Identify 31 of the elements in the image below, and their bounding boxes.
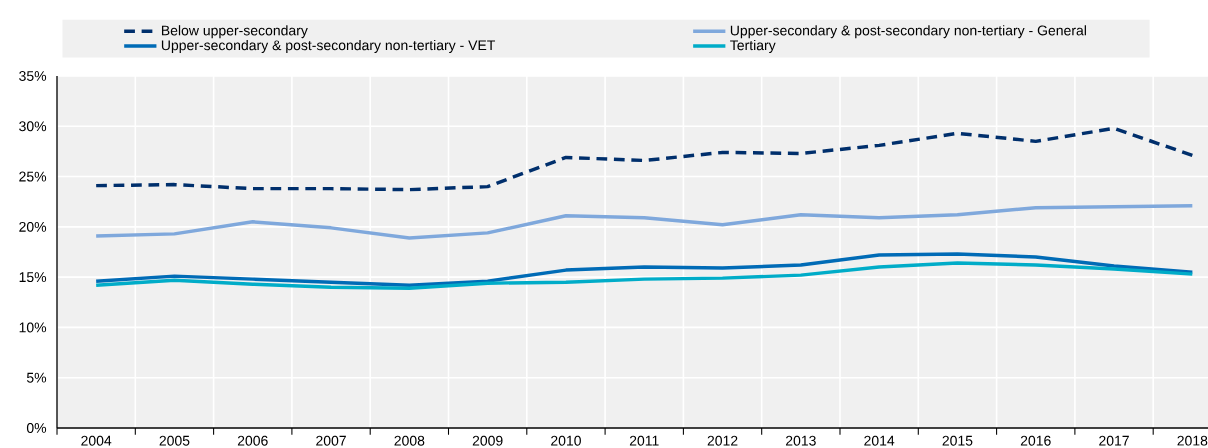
line-series [94, 252, 1195, 287]
x-tick-label: 2012 [707, 435, 738, 446]
legend-label: Upper-secondary & post-secondary non-tertiary - General [730, 25, 1086, 39]
y-tick-label: 30% [19, 121, 47, 132]
x-tick-label: 2010 [551, 435, 581, 446]
y-tick-label: 10% [19, 322, 47, 333]
line-series [94, 126, 1195, 192]
x-tick-label: 2005 [159, 435, 190, 446]
legend-label: Tertiary [730, 39, 776, 53]
x-tick-label: 2007 [316, 435, 346, 446]
x-tick-label: 2009 [472, 435, 503, 446]
x-tick-label: 2016 [1020, 435, 1051, 446]
x-tick-label: 2004 [81, 435, 112, 446]
x-tick-label: 2018 [1177, 435, 1208, 446]
y-tick-label: 5% [26, 372, 47, 383]
y-tick-label: 25% [19, 171, 47, 182]
x-tick-label: 2015 [942, 435, 973, 446]
y-tick-label: 35% [19, 71, 47, 81]
legend-label: Upper-secondary & post-secondary non-tertiary - VET [161, 39, 496, 53]
legend-label: Below upper-secondary [161, 25, 308, 39]
x-tick-label: 2013 [785, 435, 816, 446]
x-tick-label: 2017 [1099, 435, 1129, 446]
x-tick-label: 2011 [629, 435, 659, 446]
y-tick-label: 0% [26, 423, 47, 433]
line-series [94, 203, 1195, 240]
x-tick-label: 2014 [864, 435, 895, 446]
y-tick-label: 15% [19, 272, 47, 283]
x-tick-label: 2006 [237, 435, 268, 446]
line-series [94, 261, 1195, 290]
x-tick-label: 2008 [394, 435, 425, 446]
y-tick-label: 20% [19, 221, 47, 232]
